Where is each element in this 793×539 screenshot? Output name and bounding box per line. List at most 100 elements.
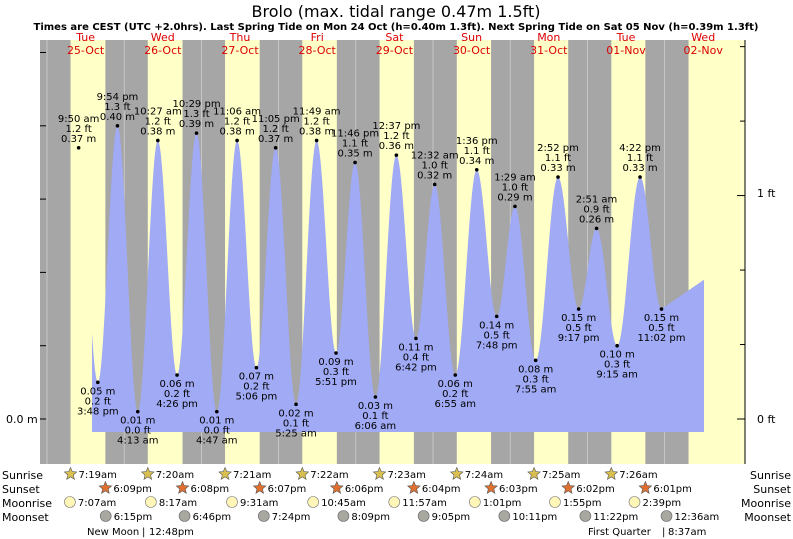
tide-point — [115, 124, 120, 128]
tide-height-m: 0.08 m — [518, 364, 553, 375]
row-label-sunset-right: Sunset — [753, 483, 791, 496]
tide-time: 2:52 pm — [537, 143, 579, 154]
sunrise-icon — [63, 466, 78, 480]
moonrise-icon — [226, 496, 238, 508]
moonset-icon — [258, 510, 270, 522]
chart-subtitle: Times are CEST (UTC +2.0hrs). Last Sprin… — [34, 22, 759, 33]
tide-point — [156, 138, 160, 143]
tide-height-ft: 1.0 ft — [502, 182, 528, 193]
tide-time: 11:49 am — [293, 106, 341, 117]
moonrise-icon — [64, 496, 76, 508]
tide-height-ft: 0.9 ft — [583, 204, 609, 215]
moonrise-time: 9:31am — [240, 498, 278, 509]
tide-point — [576, 307, 581, 311]
tide-height-m: 0.01 m — [199, 416, 234, 427]
row-label-moonrise-left: Moonrise — [2, 497, 52, 510]
tide-point — [638, 175, 642, 179]
moonrise-icon — [145, 496, 157, 508]
sunset-time: 6:01pm — [653, 484, 692, 495]
tide-height-ft: 0.0 ft — [204, 426, 230, 437]
moon-phase-new-time: 12:48pm — [149, 527, 194, 538]
tide-height-ft: 0.1 ft — [362, 411, 388, 422]
moon-phase-fq-divider: | — [662, 527, 665, 538]
tide-time: 11:02 pm — [637, 333, 685, 344]
moonrise-time: 11:57am — [402, 498, 447, 509]
tide-height-ft: 1.2 ft — [303, 116, 329, 127]
low-tide-marker: 0.05 m0.2 ft3:48 pm — [77, 380, 119, 417]
high-tide-marker: 12:32 am1.0 ft0.32 m — [411, 150, 459, 187]
tide-height-ft: 0.5 ft — [648, 323, 674, 334]
sunset-time: 6:09pm — [113, 484, 152, 495]
high-tide-marker: 4:22 pm1.1 ft0.33 m — [619, 143, 661, 179]
high-tide-marker: 1:36 pm1.1 ft0.34 m — [456, 136, 498, 172]
tide-height-m: 0.26 m — [579, 214, 614, 225]
tide-point — [334, 351, 338, 355]
tide-point — [214, 409, 219, 414]
tide-height-m: 0.39 m — [179, 119, 214, 130]
moonset-icon — [417, 510, 430, 522]
tide-time: 12:32 am — [411, 150, 459, 161]
tide-time: 4:47 am — [196, 436, 238, 447]
tide-height-ft: 1.2 ft — [383, 131, 409, 142]
tide-time: 10:29 pm — [172, 99, 220, 110]
tide-height-m: 0.03 m — [358, 401, 393, 412]
row-label-sunset-left: Sunset — [2, 483, 40, 496]
moonrise-time: 1:55pm — [563, 498, 602, 509]
sunrise-time: 7:22am — [310, 470, 348, 481]
tide-time: 9:17 pm — [558, 333, 600, 344]
tide-point — [294, 402, 298, 407]
moon-phase-new-label: New Moon — [87, 527, 139, 538]
tide-time: 6:06 am — [355, 421, 397, 432]
tide-annotations: 9:50 am1.2 ft0.37 m 0.05 m0.2 ft3:48 pm 9:… — [58, 92, 686, 447]
tide-time: 6:55 am — [434, 399, 476, 410]
day-header-weekday: Wed — [151, 31, 175, 44]
tide-time: 6:42 pm — [395, 362, 437, 373]
tide-height-ft: 0.3 ft — [604, 360, 630, 371]
sunset-icon — [638, 480, 653, 494]
day-header-weekday: Sat — [385, 31, 404, 44]
sunrise-time: 7:24am — [465, 470, 503, 481]
moonset-time: 8:09pm — [351, 512, 390, 523]
tide-point — [453, 373, 458, 377]
tide-height-m: 0.15 m — [561, 313, 596, 324]
sunset-icon — [484, 480, 498, 494]
high-tide-marker: 9:50 am1.2 ft0.37 m — [58, 114, 99, 150]
day-headers: Tue25-OctWed26-OctThu27-OctFri28-OctSat2… — [67, 31, 723, 57]
moonset-icon — [660, 510, 673, 522]
tide-height-m: 0.33 m — [540, 163, 575, 174]
moon-phase-first-quarter: First Quarter | 8:37am — [588, 527, 706, 538]
day-header-weekday: Fri — [311, 31, 324, 44]
y-grid-ticks — [40, 46, 745, 420]
sunrise-time: 7:20am — [156, 470, 194, 481]
tide-height-ft: 0.5 ft — [565, 323, 591, 334]
tide-time: 4:26 pm — [156, 399, 198, 410]
tide-height-ft: 1.1 ft — [627, 153, 653, 164]
day-header-weekday: Tue — [616, 31, 636, 44]
day-header-date: 30-Oct — [453, 44, 491, 57]
tide-height-ft: 1.2 ft — [224, 116, 250, 127]
high-tide-marker: 2:52 pm1.1 ft0.33 m — [537, 143, 579, 179]
tide-height-ft: 0.3 ft — [522, 374, 548, 385]
tide-height-m: 0.34 m — [459, 156, 494, 167]
tide-time: 11:05 pm — [252, 114, 300, 125]
tide-time: 1:29 am — [494, 172, 536, 183]
high-tide-marker: 11:06 am1.2 ft0.38 m — [213, 106, 261, 143]
day-header-date: 31-Oct — [530, 44, 568, 57]
tide-height-m: 0.38 m — [299, 126, 334, 137]
low-tide-marker: 0.01 m0.0 ft4:13 am — [117, 409, 159, 447]
moonrise-time: 10:45am — [321, 498, 366, 509]
tide-point — [594, 226, 599, 231]
day-header-date: 27-Oct — [221, 44, 259, 57]
day-header-date: 28-Oct — [299, 44, 337, 57]
low-tide-marker: 0.03 m0.1 ft6:06 am — [355, 395, 397, 432]
tide-height-m: 0.05 m — [80, 386, 115, 397]
tide-height-ft: 1.3 ft — [183, 109, 209, 120]
sunrise-time: 7:25am — [542, 470, 580, 481]
